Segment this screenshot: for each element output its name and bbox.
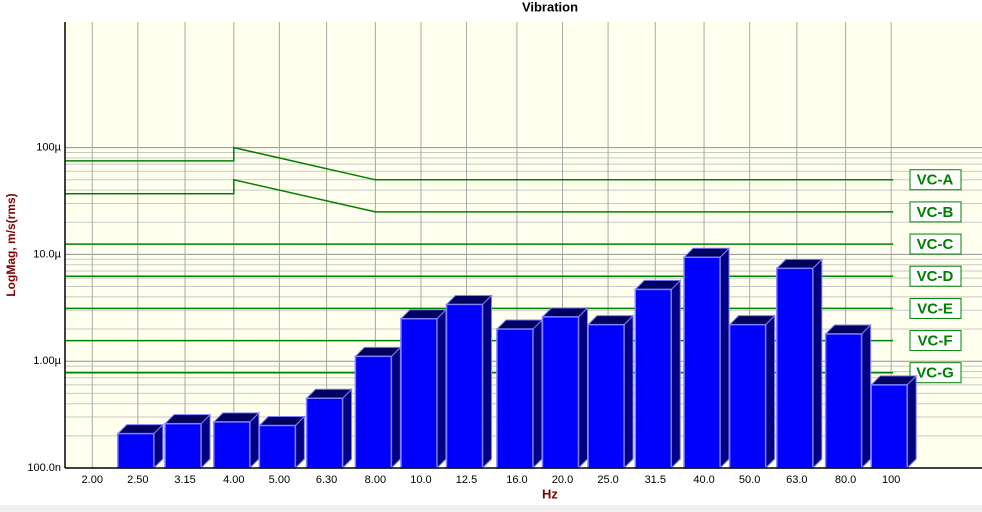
vc-label-text: VC-D <box>917 268 954 285</box>
bar <box>258 424 297 469</box>
bar <box>587 323 625 469</box>
x-tick-label: 40.0 <box>693 474 714 486</box>
bar <box>354 355 393 469</box>
x-tick-label: 12.5 <box>456 474 477 486</box>
bar-side <box>765 314 776 470</box>
vc-label: VC-C <box>909 233 962 255</box>
x-tick-label: 63.0 <box>786 474 807 486</box>
y-tick-label: 100µ <box>36 142 61 154</box>
bar-side <box>861 323 872 470</box>
bar <box>683 256 721 469</box>
bar <box>634 288 673 469</box>
y-axis-label: LogMag, m/s(rms) <box>4 193 18 296</box>
status-strip <box>0 505 982 512</box>
y-tick-label: 1.00µ <box>33 355 61 367</box>
bar <box>213 421 251 469</box>
bar-side <box>906 374 917 470</box>
bar <box>824 333 863 469</box>
bar <box>496 328 534 469</box>
bar <box>117 432 155 469</box>
vc-line <box>65 146 894 181</box>
bar-side <box>342 388 353 470</box>
bar-side <box>670 279 681 470</box>
vc-label: VC-F <box>909 330 962 352</box>
bar <box>445 303 484 469</box>
x-tick-label: 5.00 <box>269 474 290 486</box>
x-tick-label: 2.50 <box>127 474 148 486</box>
x-tick-label: 8.00 <box>365 474 386 486</box>
bar-side <box>578 306 589 470</box>
vc-label: VC-A <box>909 169 962 191</box>
chart-title: Vibration <box>522 0 578 14</box>
x-tick-label: 50.0 <box>739 474 760 486</box>
vc-label: VC-E <box>909 297 962 319</box>
vc-label: VC-D <box>909 265 962 287</box>
x-axis-label: Hz <box>542 486 558 501</box>
vc-label-text: VC-A <box>917 172 954 189</box>
x-tick-label: 25.0 <box>597 474 618 486</box>
bar <box>728 323 767 469</box>
x-tick-label: 31.5 <box>645 474 666 486</box>
y-tick-label: 100.0n <box>27 462 61 474</box>
bar-side <box>482 294 493 470</box>
bar-side <box>719 247 730 470</box>
vc-label: VC-G <box>909 362 962 384</box>
vc-label-box <box>909 297 962 319</box>
x-tick-label: 20.0 <box>552 474 573 486</box>
bar <box>305 397 344 469</box>
bar <box>776 267 814 469</box>
x-tick-label: 10.0 <box>410 474 431 486</box>
vc-label-text: VC-C <box>917 236 954 253</box>
vc-label-box <box>909 233 962 255</box>
vc-label-box <box>909 201 962 223</box>
bar <box>400 317 438 469</box>
x-tick-label: 6.30 <box>316 474 337 486</box>
vc-line <box>65 178 894 213</box>
bar-side <box>812 258 823 470</box>
vc-label: VC-B <box>909 201 962 223</box>
bar-side <box>532 318 543 470</box>
vc-label-box <box>909 169 962 191</box>
vc-label-text: VC-F <box>918 333 953 350</box>
vc-label-text: VC-G <box>916 365 954 382</box>
x-tick-label: 3.15 <box>174 474 195 486</box>
bar <box>541 316 580 469</box>
y-tick-label: 10.0µ <box>33 248 61 260</box>
bar <box>164 422 202 469</box>
vc-label-box <box>909 330 962 352</box>
vc-label-box <box>909 265 962 287</box>
bar-side <box>623 314 634 470</box>
vc-label-text: VC-E <box>917 300 953 317</box>
bar-side <box>390 346 401 470</box>
bar-side <box>436 308 447 470</box>
vc-label-box <box>909 362 962 384</box>
x-tick-label: 100 <box>882 474 900 486</box>
x-tick-label: 16.0 <box>506 474 527 486</box>
bar <box>870 384 908 469</box>
x-tick-label: 2.00 <box>82 474 103 486</box>
plot: 100.0n 1.00µ 10.0µ 100µ 2.00 2.50 3.15 4.00 5.00… <box>27 22 982 486</box>
x-tick-label: 4.00 <box>223 474 244 486</box>
vc-label-text: VC-B <box>917 204 954 221</box>
x-tick-label: 80.0 <box>835 474 856 486</box>
